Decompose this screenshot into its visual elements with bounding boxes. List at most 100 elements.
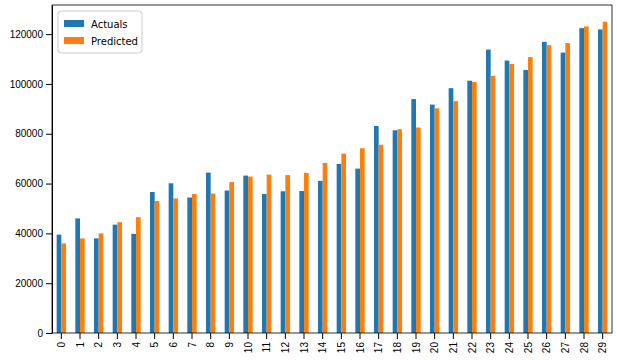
bar <box>486 50 491 333</box>
x-tick-label: 29 <box>597 342 608 354</box>
legend-swatch <box>64 37 84 44</box>
y-tick-mark <box>46 233 52 234</box>
bar <box>94 238 99 333</box>
bar <box>453 101 458 333</box>
x-tick-mark <box>98 333 99 339</box>
legend: Actuals Predicted <box>58 11 142 53</box>
bar <box>528 57 533 333</box>
x-tick-label: 2 <box>93 342 104 348</box>
x-tick-label: 18 <box>392 342 403 354</box>
x-tick-label: 11 <box>261 342 272 353</box>
x-tick-label: 5 <box>149 342 160 348</box>
x-tick: 26 <box>541 333 552 353</box>
bar <box>299 191 304 333</box>
legend-item: Predicted <box>64 36 138 47</box>
x-tick: 5 <box>149 333 160 348</box>
x-tick-label: 8 <box>205 342 216 348</box>
bar <box>584 26 589 333</box>
x-tick-mark <box>192 333 193 339</box>
x-tick: 15 <box>336 333 347 353</box>
y-tick: 60000 <box>15 178 52 189</box>
bar <box>561 53 566 333</box>
x-tick-mark <box>322 333 323 339</box>
x-tick: 1 <box>75 333 86 348</box>
bar <box>113 225 118 333</box>
bar <box>61 243 66 333</box>
x-tick: 9 <box>224 333 235 348</box>
plot-frame <box>52 5 612 333</box>
x-tick-label: 19 <box>411 342 422 354</box>
x-tick-mark <box>434 333 435 339</box>
x-tick-label: 13 <box>299 342 310 354</box>
x-tick-label: 27 <box>560 342 571 354</box>
x-tick-mark <box>546 333 547 339</box>
x-tick-label: 15 <box>336 342 347 354</box>
x-tick-label: 17 <box>373 342 384 354</box>
y-tick-label: 80000 <box>15 128 43 139</box>
x-tick: 3 <box>112 333 123 348</box>
x-tick: 0 <box>56 333 67 348</box>
y-tick-mark <box>46 34 52 35</box>
x-tick-label: 9 <box>224 342 235 348</box>
bars <box>57 22 608 333</box>
x-tick-mark <box>117 333 118 339</box>
x-tick-mark <box>266 333 267 339</box>
x-tick: 29 <box>597 333 608 353</box>
bar <box>248 177 253 333</box>
bar <box>131 234 136 333</box>
bar <box>318 181 323 333</box>
x-tick: 12 <box>280 333 291 353</box>
x-tick-mark <box>285 333 286 339</box>
x-tick: 23 <box>485 333 496 353</box>
x-tick-mark <box>154 333 155 339</box>
bar <box>285 175 290 333</box>
x-tick-label: 24 <box>504 342 515 354</box>
bar <box>206 173 211 333</box>
y-tick-mark <box>46 283 52 284</box>
legend-swatch <box>64 20 84 27</box>
x-tick-label: 22 <box>467 342 478 354</box>
bar <box>579 28 584 333</box>
bar <box>211 194 216 333</box>
bar <box>337 164 342 333</box>
x-tick: 7 <box>187 333 198 348</box>
x-tick: 18 <box>392 333 403 353</box>
bar <box>99 233 104 333</box>
x-tick-label: 28 <box>579 342 590 354</box>
x-tick-label: 16 <box>355 342 366 354</box>
x-tick-label: 6 <box>168 342 179 348</box>
bar <box>397 129 402 333</box>
bar <box>117 222 122 333</box>
bar <box>341 154 346 333</box>
y-tick-label: 20000 <box>15 278 43 289</box>
x-tick-mark <box>304 333 305 339</box>
x-tick: 21 <box>448 333 459 353</box>
y-tick: 0 <box>37 328 52 339</box>
bar <box>547 45 552 333</box>
bar <box>491 76 496 333</box>
x-tick: 28 <box>579 333 590 353</box>
x-tick-mark <box>341 333 342 339</box>
x-tick-label: 14 <box>317 342 328 354</box>
bar <box>598 29 603 333</box>
x-tick: 11 <box>261 333 272 352</box>
y-tick-mark <box>46 84 52 85</box>
x-tick: 13 <box>299 333 310 353</box>
x-tick: 27 <box>560 333 571 353</box>
y-tick-label: 0 <box>37 328 43 339</box>
x-tick-label: 7 <box>187 342 198 348</box>
x-tick-mark <box>61 333 62 339</box>
x-tick-label: 12 <box>280 342 291 354</box>
y-tick-label: 120000 <box>10 29 44 40</box>
bar <box>355 169 360 333</box>
bar <box>542 42 547 333</box>
x-tick-mark <box>472 333 473 339</box>
bar <box>192 194 197 333</box>
bar <box>225 191 230 333</box>
y-tick-label: 100000 <box>10 79 44 90</box>
legend-label: Actuals <box>91 19 128 30</box>
x-tick-mark <box>602 333 603 339</box>
x-tick-mark <box>136 333 137 339</box>
bar <box>281 191 286 333</box>
y-tick-mark <box>46 333 52 334</box>
